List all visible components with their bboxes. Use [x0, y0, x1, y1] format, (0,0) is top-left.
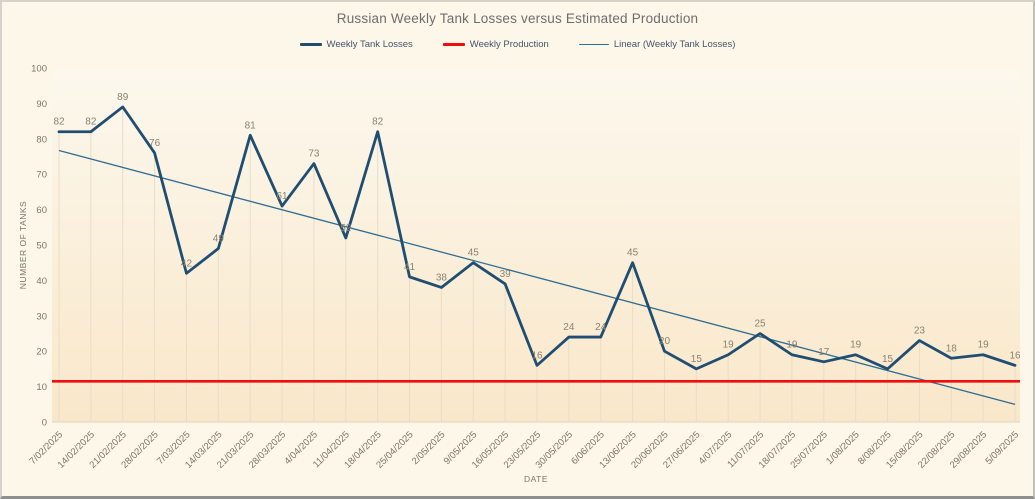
svg-text:2/05/2025: 2/05/2025: [410, 429, 448, 467]
svg-text:39: 39: [500, 269, 512, 280]
svg-text:38: 38: [436, 272, 448, 283]
svg-text:73: 73: [308, 149, 320, 160]
svg-text:19: 19: [850, 340, 862, 351]
svg-text:19: 19: [978, 340, 990, 351]
chart-legend: Weekly Tank Losses Weekly Production Lin…: [2, 39, 1033, 50]
svg-text:16: 16: [1009, 350, 1021, 361]
production-line-swatch-icon: [442, 43, 465, 46]
svg-text:19: 19: [723, 340, 735, 351]
svg-text:90: 90: [36, 99, 47, 110]
legend-label-weekly-tank-losses: Weekly Tank Losses: [326, 39, 413, 50]
plot-area: [52, 68, 1020, 422]
svg-text:42: 42: [181, 258, 193, 269]
x-axis-title: DATE: [524, 474, 548, 484]
svg-text:19: 19: [786, 340, 798, 351]
svg-text:15: 15: [882, 354, 894, 365]
svg-text:45: 45: [468, 248, 480, 259]
svg-text:0: 0: [42, 418, 47, 429]
losses-series-line[interactable]: [57, 105, 1017, 371]
svg-text:17: 17: [818, 347, 830, 358]
svg-text:81: 81: [245, 120, 257, 131]
svg-text:82: 82: [85, 117, 97, 128]
losses-line-swatch-icon: [299, 43, 322, 46]
svg-text:18: 18: [946, 343, 958, 354]
legend-item-linear-trend[interactable]: Linear (Weekly Tank Losses): [578, 39, 736, 50]
svg-text:50: 50: [36, 241, 47, 252]
y-axis-labels: 0 10 20 30 40 50 60 70 80 90 100: [31, 64, 47, 429]
svg-text:49: 49: [213, 234, 225, 245]
legend-item-weekly-production[interactable]: Weekly Production: [442, 39, 549, 50]
svg-text:100: 100: [31, 64, 47, 75]
svg-text:45: 45: [627, 248, 639, 259]
svg-text:70: 70: [36, 170, 47, 181]
svg-text:76: 76: [149, 138, 161, 149]
svg-text:80: 80: [36, 134, 47, 145]
svg-text:82: 82: [53, 117, 65, 128]
y-axis-title: NUMBER OF TANKS: [18, 201, 28, 289]
svg-text:82: 82: [372, 117, 384, 128]
data-labels: 82 82 89 76 42 49 81 61 73 52 82 41 38 45 39 16 24 24 45 20…: [53, 92, 1021, 365]
linear-trendline[interactable]: [58, 149, 1016, 406]
svg-text:41: 41: [404, 262, 416, 273]
svg-text:60: 60: [36, 205, 47, 216]
svg-text:16: 16: [531, 350, 543, 361]
svg-text:23: 23: [914, 326, 926, 337]
svg-text:20: 20: [36, 347, 47, 358]
svg-text:52: 52: [340, 223, 352, 234]
x-axis-labels: 7/02/202514/02/202521/02/202528/02/20257…: [27, 429, 1021, 470]
svg-text:30: 30: [36, 311, 47, 322]
legend-label-weekly-production: Weekly Production: [469, 39, 549, 50]
svg-text:5/09/2025: 5/09/2025: [983, 429, 1021, 467]
category-drop-lines: [58, 106, 1016, 422]
svg-text:10: 10: [36, 382, 47, 393]
svg-text:1/08/2025: 1/08/2025: [824, 429, 862, 467]
trendline-swatch-icon: [578, 43, 609, 46]
svg-text:89: 89: [117, 92, 129, 103]
svg-text:25: 25: [755, 319, 767, 330]
legend-label-linear-trend: Linear (Weekly Tank Losses): [613, 39, 736, 50]
svg-text:61: 61: [277, 191, 289, 202]
svg-text:24: 24: [563, 322, 575, 333]
svg-text:20: 20: [659, 336, 671, 347]
svg-text:15: 15: [691, 354, 703, 365]
svg-text:24: 24: [595, 322, 607, 333]
legend-item-weekly-tank-losses[interactable]: Weekly Tank Losses: [299, 39, 413, 50]
chart-title: Russian Weekly Tank Losses versus Estima…: [336, 11, 699, 26]
svg-text:40: 40: [36, 276, 47, 287]
